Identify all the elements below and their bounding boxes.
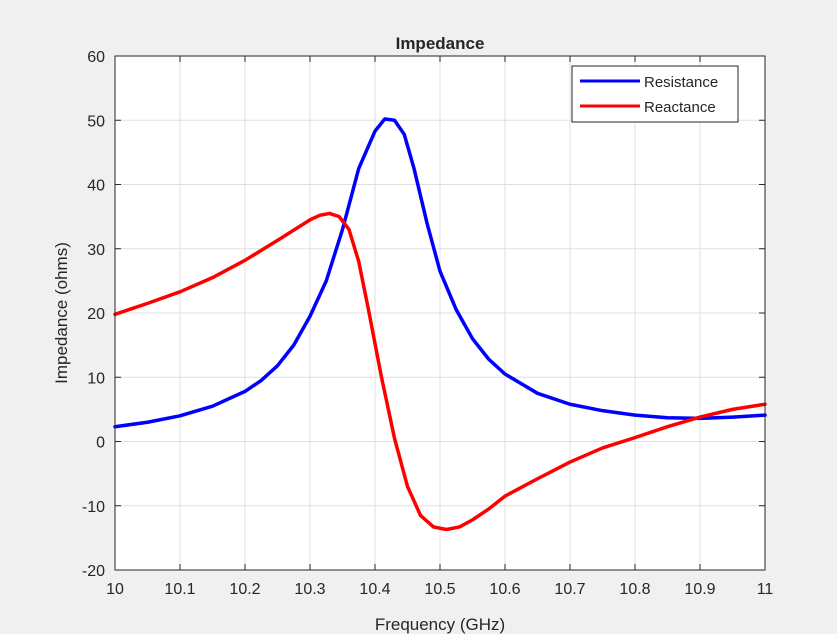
legend-label-resistance: Resistance [644, 74, 718, 91]
y-tick-label: 0 [96, 435, 105, 452]
y-tick-label: 30 [87, 242, 105, 259]
y-axis-label: Impedance (ohms) [52, 242, 71, 384]
x-tick-label: 10.2 [229, 581, 260, 598]
series-line-reactance [113, 211, 767, 532]
y-tick-label: -10 [82, 499, 105, 516]
axes-box [114, 55, 766, 571]
x-tick-label: 10 [106, 581, 124, 598]
x-tick-label: 10.9 [684, 581, 715, 598]
x-tick-label: 10.4 [359, 581, 390, 598]
chart-title: Impedance [396, 34, 485, 53]
series-line-resistance [113, 117, 767, 429]
x-axis-label: Frequency (GHz) [375, 615, 505, 634]
y-tick-label: 20 [87, 306, 105, 323]
legend: Resistance Reactance [571, 65, 739, 123]
legend-box [571, 65, 739, 123]
x-tick-label: 10.6 [489, 581, 520, 598]
y-tick-label: 10 [87, 370, 105, 387]
x-tick-label: 10.7 [554, 581, 585, 598]
y-tick-label: 60 [87, 49, 105, 66]
x-tick-label: 11 [757, 581, 774, 598]
y-tick-label: -20 [82, 563, 105, 580]
y-tick-label: 40 [87, 178, 105, 195]
series-lines [113, 117, 767, 532]
x-tick-labels: 10 10.1 10.2 10.3 10.4 10.5 10.6 10.7 10.8 10.9 11 [106, 581, 773, 598]
x-tick-label: 10.5 [424, 581, 455, 598]
y-tick-labels: -20 -10 0 10 20 30 40 50 60 [82, 49, 105, 580]
x-tick-label: 10.1 [164, 581, 195, 598]
y-tick-label: 50 [87, 113, 105, 130]
legend-label-reactance: Reactance [644, 99, 716, 116]
x-tick-label: 10.3 [294, 581, 325, 598]
x-tick-label: 10.8 [619, 581, 650, 598]
